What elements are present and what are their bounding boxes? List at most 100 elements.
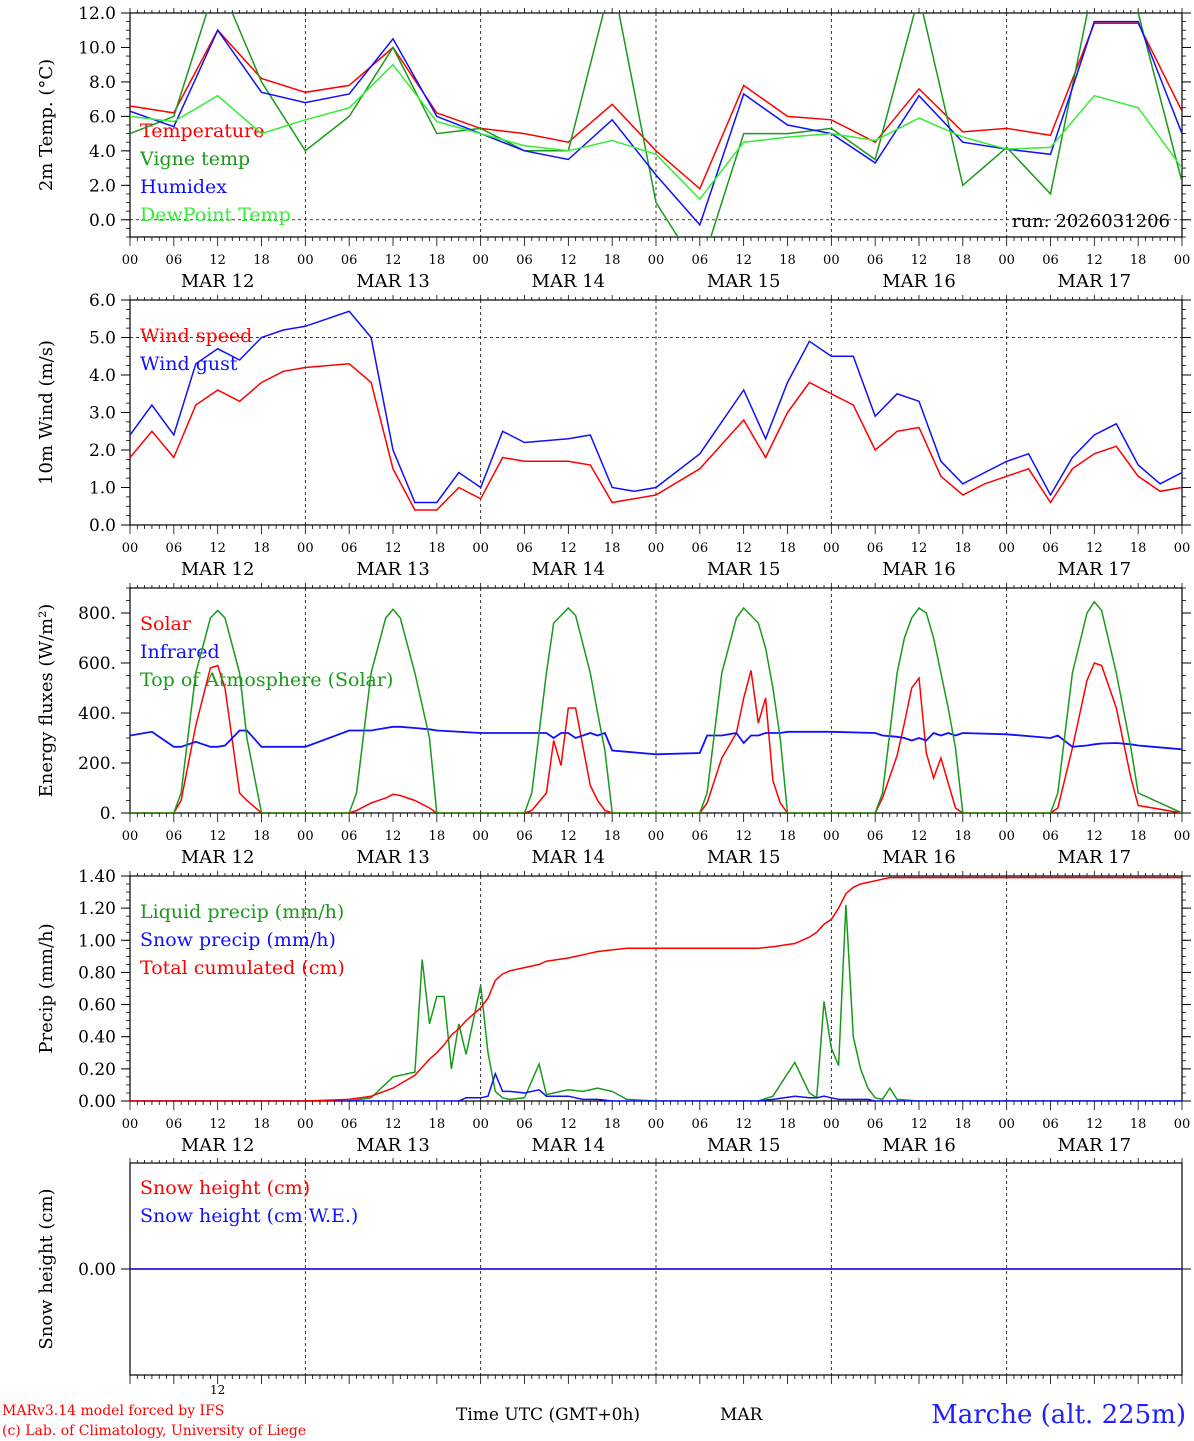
hour-tick-label: 12 xyxy=(1086,1117,1103,1132)
y-tick-label: 0.0 xyxy=(89,211,116,231)
legend-blue: Infrared xyxy=(140,641,220,663)
day-label: MAR 16 xyxy=(882,847,956,868)
day-label: MAR 14 xyxy=(532,1135,606,1156)
hour-tick-label: 06 xyxy=(516,541,533,556)
hour-tick-label: 06 xyxy=(1042,253,1059,268)
y-tick-label: 0.00 xyxy=(78,1092,116,1112)
legend-red: Snow height (cm) xyxy=(140,1177,310,1199)
series-line-red xyxy=(130,876,1182,1101)
day-label: MAR 15 xyxy=(707,847,781,868)
hour-tick-label: 12 xyxy=(735,541,752,556)
hour-tick-label: 18 xyxy=(604,541,621,556)
y-tick-label: 1.40 xyxy=(78,867,116,887)
panel-frame xyxy=(129,587,1183,814)
hour-tick-label: 12 xyxy=(385,1117,402,1132)
y-tick-label: 0.40 xyxy=(78,1028,116,1048)
hour-tick-label: 06 xyxy=(341,253,358,268)
time-axis-label: Time UTC (GMT+0h) xyxy=(456,1405,641,1425)
series-line-green xyxy=(130,600,1182,813)
y-tick-label: 0.60 xyxy=(78,996,116,1016)
hour-tick-label: 00 xyxy=(297,1117,314,1132)
hour-tick-label: 12 xyxy=(735,253,752,268)
hour-tick-label: 06 xyxy=(516,829,533,844)
hour-tick-label: 18 xyxy=(429,541,446,556)
hour-tick-label: 00 xyxy=(122,829,139,844)
series-line-blue xyxy=(130,310,1182,504)
y-tick-label: 12.0 xyxy=(78,4,116,24)
day-label: MAR 16 xyxy=(882,271,956,292)
credit-line: (c) Lab. of Climatology, University of L… xyxy=(2,1423,307,1439)
hour-tick-label: 12 xyxy=(209,1117,226,1132)
series-line-red xyxy=(130,22,1182,191)
hour-tick-label: 18 xyxy=(779,253,796,268)
y-tick-label: 600. xyxy=(78,654,116,674)
day-label: MAR 16 xyxy=(882,559,956,580)
legend-blue: Humidex xyxy=(140,176,227,198)
hour-tick-label: 06 xyxy=(341,829,358,844)
hour-tick-label: 06 xyxy=(166,253,183,268)
hour-tick-label: 06 xyxy=(692,541,709,556)
hour-tick-label: 00 xyxy=(122,541,139,556)
hour-tick-label: 12 xyxy=(911,829,928,844)
y-tick-label: 1.00 xyxy=(78,931,116,951)
hour-tick-label: 06 xyxy=(166,541,183,556)
series-line-green xyxy=(130,13,1182,237)
hour-tick-label: 18 xyxy=(253,1117,270,1132)
hour-tick-label: 18 xyxy=(955,1117,972,1132)
hour-tick-label: 00 xyxy=(297,253,314,268)
legend-blue: Snow precip (mm/h) xyxy=(140,929,336,951)
hour-tick-label: 06 xyxy=(867,829,884,844)
day-label: MAR 17 xyxy=(1058,271,1132,292)
hour-tick-label: 06 xyxy=(341,541,358,556)
y-tick-label: 4.0 xyxy=(89,142,116,162)
series-line-red xyxy=(130,363,1182,511)
hour-tick-label: 00 xyxy=(823,1117,840,1132)
hour-tick-label: 00 xyxy=(648,253,665,268)
hour-tick-label: 12 xyxy=(911,541,928,556)
hour-tick-label: 00 xyxy=(648,541,665,556)
hour-tick-label: 06 xyxy=(692,829,709,844)
hour-tick-label: 12 xyxy=(209,253,226,268)
hour-tick-label: 18 xyxy=(955,829,972,844)
y-axis-label: 2m Temp. (°C) xyxy=(36,59,57,191)
y-tick-label: 5.0 xyxy=(89,329,116,349)
y-tick-label: 8.0 xyxy=(89,73,116,93)
y-tick-label: 0. xyxy=(100,804,116,824)
day-label: MAR 14 xyxy=(532,271,606,292)
legend-blue: Wind gust xyxy=(140,353,238,375)
hour-tick-label: 18 xyxy=(253,829,270,844)
footer-small-tick: 12 xyxy=(210,1383,226,1397)
hour-tick-label: 18 xyxy=(779,541,796,556)
day-label: MAR 14 xyxy=(532,559,606,580)
y-axis-label: 10m Wind (m/s) xyxy=(36,340,57,485)
hour-tick-label: 12 xyxy=(385,253,402,268)
series-line-blue xyxy=(130,725,1182,756)
legend-blue: Snow height (cm W.E.) xyxy=(140,1205,358,1227)
hour-tick-label: 06 xyxy=(341,1117,358,1132)
day-label: MAR 12 xyxy=(181,559,255,580)
day-label: MAR 13 xyxy=(356,1135,430,1156)
hour-tick-label: 18 xyxy=(604,829,621,844)
y-tick-label: 0.20 xyxy=(78,1060,116,1080)
hour-tick-label: 12 xyxy=(735,1117,752,1132)
hour-tick-label: 00 xyxy=(1174,829,1191,844)
hour-tick-label: 12 xyxy=(560,829,577,844)
y-axis-label: Energy fluxes (W/m²) xyxy=(36,604,57,798)
hour-tick-label: 18 xyxy=(429,829,446,844)
model-line: MARv3.14 model forced by IFS xyxy=(2,1403,225,1419)
hour-tick-label: 06 xyxy=(1042,829,1059,844)
hour-tick-label: 12 xyxy=(385,829,402,844)
hour-tick-label: 12 xyxy=(560,1117,577,1132)
y-tick-label: 6.0 xyxy=(89,107,116,127)
footer-credits: MARv3.14 model forced by IFS (c) Lab. of… xyxy=(2,1401,306,1441)
hour-tick-label: 18 xyxy=(253,541,270,556)
hour-tick-label: 00 xyxy=(1174,541,1191,556)
y-tick-label: 1.0 xyxy=(89,479,116,499)
day-label: MAR 17 xyxy=(1058,1135,1132,1156)
hour-tick-label: 06 xyxy=(166,829,183,844)
hour-tick-label: 00 xyxy=(472,1117,489,1132)
hour-tick-label: 18 xyxy=(1130,829,1147,844)
legend-red: Solar xyxy=(140,613,192,635)
day-label: MAR 15 xyxy=(707,559,781,580)
hour-tick-label: 18 xyxy=(1130,253,1147,268)
